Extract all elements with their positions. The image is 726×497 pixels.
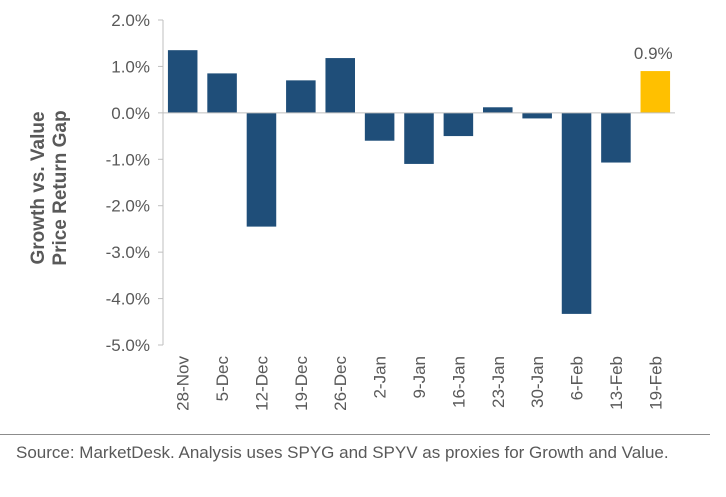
x-tick-label: 5-Dec [213, 356, 232, 402]
bar [601, 112, 631, 163]
source-divider [0, 434, 710, 435]
x-tick-label: 9-Jan [410, 356, 429, 399]
y-tick-label: -3.0% [106, 243, 150, 262]
y-tick-label: -4.0% [106, 290, 150, 309]
x-tick-label: 19-Feb [646, 356, 665, 410]
source-note: Source: MarketDesk. Analysis uses SPYG a… [16, 443, 669, 462]
y-tick-label: -5.0% [106, 336, 150, 355]
bar [483, 107, 513, 113]
bar [286, 80, 316, 113]
x-tick-label: 12-Dec [252, 356, 271, 411]
bar [522, 112, 552, 119]
bar [207, 73, 237, 113]
y-axis-title-line: Price Return Gap [50, 110, 71, 265]
bar [404, 112, 434, 164]
x-tick-label: 30-Jan [528, 356, 547, 408]
x-tick-label: 6-Feb [568, 356, 587, 400]
x-tick-label: 26-Dec [331, 356, 350, 411]
y-tick-label: -2.0% [106, 197, 150, 216]
x-tick-label: 2-Jan [371, 356, 390, 399]
bar [167, 50, 198, 113]
y-tick-label: -1.0% [106, 150, 150, 169]
x-tick-label: 13-Feb [607, 356, 626, 410]
y-tick-label: 2.0% [111, 11, 150, 30]
bar [325, 58, 355, 113]
data-label-highlight: 0.9% [634, 44, 673, 63]
bar-chart: 2.0% 1.0% 0.0% -1.0% -2.0% -3.0% -4.0% -5.0% 28-… [28, 11, 675, 411]
bar [443, 112, 474, 137]
x-tick-label: 16-Jan [449, 356, 468, 408]
bar [364, 112, 395, 141]
y-tick-label: 1.0% [111, 57, 150, 76]
y-axis-title-line: Growth vs. Value [28, 111, 49, 264]
bar [561, 112, 592, 314]
x-tick-label: 28-Nov [174, 356, 193, 411]
bar [246, 112, 277, 227]
x-tick-label: 23-Jan [489, 356, 508, 408]
bar-highlight [640, 71, 671, 113]
x-tick-label: 19-Dec [292, 356, 311, 411]
y-tick-label: 0.0% [111, 104, 150, 123]
